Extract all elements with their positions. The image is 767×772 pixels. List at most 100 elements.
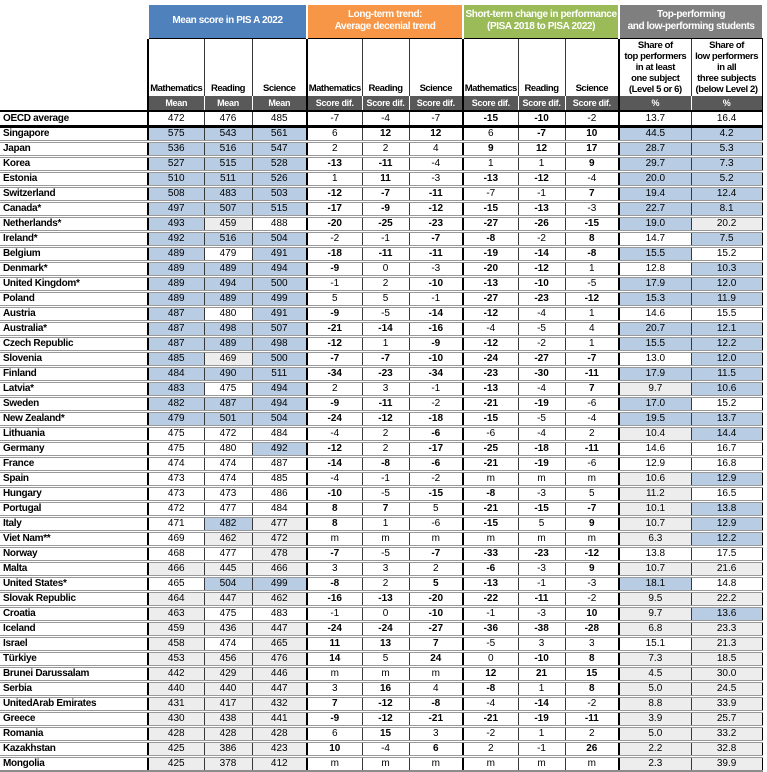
value-cell: 20.7 [618, 321, 692, 338]
value-cell: 7.5 [690, 231, 763, 248]
value-cell: 30.0 [690, 666, 763, 683]
value-cell: 7.3 [690, 156, 763, 173]
value-cell: 2.3 [618, 756, 692, 772]
table-row: Croatia 463 475 483 -1 0 -10 -1 -3 10 9.7 13.6 [0, 606, 763, 623]
value-cell: -17 [408, 441, 464, 458]
value-cell: 7 [408, 636, 464, 653]
value-cell: -4 [564, 411, 620, 428]
value-cell: 4 [408, 681, 464, 698]
value-cell: m [306, 666, 363, 683]
value-cell: 12.0 [690, 276, 763, 293]
value-cell: 3 [306, 681, 363, 698]
value-cell: -27 [517, 351, 566, 368]
value-cell: 19.0 [618, 216, 692, 233]
country-label: Spain [0, 471, 148, 488]
value-cell: 3 [408, 726, 464, 743]
table-row: Spain 473 474 485 -4 -1 -2 m m m 10.6 12.9 [0, 471, 763, 488]
value-cell: 484 [251, 426, 308, 443]
value-cell: -3 [408, 261, 464, 278]
value-cell: 10 [564, 606, 620, 623]
value-cell: 9 [564, 516, 620, 533]
table-row: Poland 489 489 499 5 5 -1 -27 -23 -12 15.3 11.9 [0, 291, 763, 308]
value-cell: -12 [517, 261, 566, 278]
value-cell: -3 [564, 576, 620, 593]
value-cell: 485 [251, 471, 308, 488]
value-cell: -1 [361, 231, 410, 248]
country-label: Finland [0, 366, 148, 383]
value-cell: 13.0 [618, 351, 692, 368]
value-cell: 6 [306, 126, 363, 143]
value-cell: 479 [147, 411, 204, 428]
value-cell: 15.5 [618, 336, 692, 353]
value-cell: 13.8 [618, 546, 692, 563]
value-cell: 479 [203, 246, 252, 263]
value-cell: 2 [462, 741, 519, 758]
value-cell: 482 [147, 396, 204, 413]
value-cell: -7 [517, 126, 566, 143]
value-cell: -4 [306, 471, 363, 488]
value-cell: m [564, 471, 620, 488]
value-cell: 17 [564, 141, 620, 158]
value-cell: -11 [564, 441, 620, 458]
value-cell: 5.0 [618, 681, 692, 698]
value-cell: -2 [564, 591, 620, 608]
value-cell: 507 [203, 201, 252, 218]
value-cell: 16.8 [690, 456, 763, 473]
value-cell: 466 [147, 561, 204, 578]
value-cell: 547 [251, 141, 308, 158]
country-label: Israel [0, 636, 148, 653]
value-cell: 5 [408, 576, 464, 593]
value-cell: 429 [203, 666, 252, 683]
value-cell: -12 [306, 186, 363, 203]
value-cell: -9 [408, 336, 464, 353]
value-cell: 436 [203, 621, 252, 638]
value-cell: 16.5 [690, 486, 763, 503]
value-cell: -13 [462, 171, 519, 188]
value-cell: -34 [306, 366, 363, 383]
country-label: Hungary [0, 486, 148, 503]
value-cell: 492 [147, 231, 204, 248]
value-cell: -8 [306, 576, 363, 593]
value-cell: 515 [203, 156, 252, 173]
value-cell: 7.3 [618, 651, 692, 668]
group-title-line: Top-performing [657, 9, 726, 21]
value-cell: 1 [462, 156, 519, 173]
value-cell: -7 [306, 110, 363, 128]
value-cell: -2 [408, 396, 464, 413]
value-cell: 5 [517, 516, 566, 533]
value-cell: -14 [517, 696, 566, 713]
value-cell: -1 [408, 381, 464, 398]
value-cell: -7 [306, 546, 363, 563]
value-cell: -7 [564, 351, 620, 368]
value-cell: 10.7 [618, 561, 692, 578]
group-title-line: Short-term change in performance [465, 9, 618, 21]
value-cell: 463 [147, 606, 204, 623]
value-cell: -7 [408, 231, 464, 248]
value-cell: -10 [517, 110, 566, 128]
value-cell: -13 [462, 381, 519, 398]
table-row: Austria 487 480 491 -9 -5 -14 -12 -4 1 14.6 15.5 [0, 306, 763, 323]
value-cell: -19 [517, 396, 566, 413]
value-cell: 39.9 [690, 756, 763, 772]
value-cell: m [361, 756, 410, 772]
value-cell: 1 [564, 261, 620, 278]
value-cell: 386 [203, 741, 252, 758]
value-cell: 468 [147, 546, 204, 563]
value-cell: -28 [564, 621, 620, 638]
value-cell: -3 [564, 201, 620, 218]
value-cell: 474 [203, 456, 252, 473]
value-cell: -19 [517, 711, 566, 728]
table-row: France 474 474 487 -14 -8 -6 -21 -19 -6 12.9 16.8 [0, 456, 763, 473]
value-cell: 12.4 [690, 186, 763, 203]
value-cell: 24 [408, 651, 464, 668]
value-cell: -10 [408, 351, 464, 368]
value-cell: 2 [361, 141, 410, 158]
value-cell: -24 [306, 621, 363, 638]
value-cell: -8 [462, 231, 519, 248]
value-cell: 543 [203, 126, 252, 143]
table-row: Iceland 459 436 447 -24 -24 -27 -36 -38 -28 6.8 23.… [0, 621, 763, 638]
value-cell: -11 [361, 156, 410, 173]
value-cell: 0 [361, 261, 410, 278]
value-cell: 515 [251, 201, 308, 218]
value-cell: 472 [251, 531, 308, 548]
